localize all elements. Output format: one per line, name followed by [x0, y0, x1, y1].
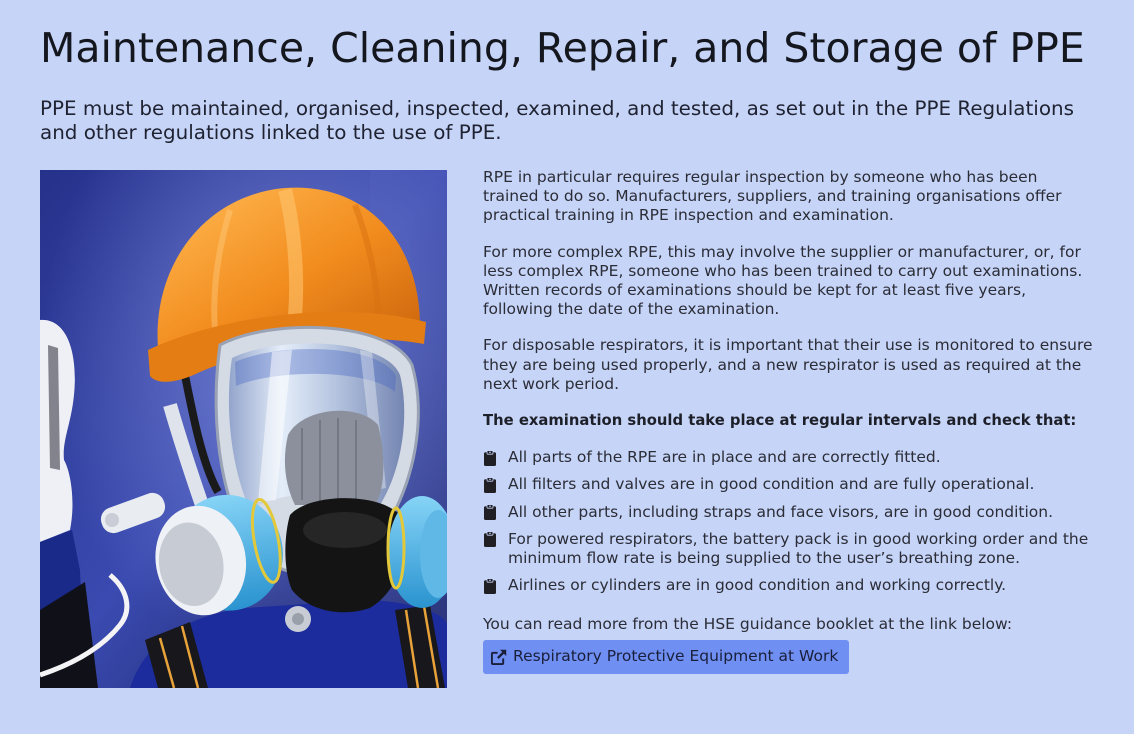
checklist-heading: The examination should take place at reg… [483, 412, 1077, 430]
page-subtitle: PPE must be maintained, organised, inspe… [40, 97, 1074, 144]
checklist-item: All other parts, including straps and fa… [483, 503, 1095, 522]
checklist-item: For powered respirators, the battery pac… [483, 530, 1095, 568]
paragraph-disposable-respirators: For disposable respirators, it is import… [483, 336, 1093, 393]
clipboard-icon [483, 475, 508, 494]
checklist-item-text: For powered respirators, the battery pac… [508, 529, 1089, 568]
paragraph-inspection-training: RPE in particular requires regular inspe… [483, 168, 1062, 225]
respirator-photo [40, 170, 447, 688]
rpe-guidance-link-button[interactable]: Respiratory Protective Equipment at Work [483, 640, 849, 675]
checklist-item-text: All parts of the RPE are in place and ar… [508, 448, 941, 467]
background-mannequin [40, 319, 98, 688]
checklist-item-text: All filters and valves are in good condi… [508, 475, 1035, 494]
paragraph-complex-rpe: For more complex RPE, this may involve t… [483, 242, 1083, 319]
clipboard-icon [483, 448, 508, 467]
left-filter-cartridge [155, 494, 283, 616]
exhalation-valve [285, 498, 405, 632]
clipboard-icon [483, 503, 508, 522]
main-content: RPE in particular requires regular inspe… [483, 168, 1095, 675]
clipboard-icon [483, 576, 508, 595]
checklist-item-text: Airlines or cylinders are in good condit… [508, 576, 1007, 595]
checklist-item: All parts of the RPE are in place and ar… [483, 448, 1095, 467]
checklist-item-text: All other parts, including straps and fa… [508, 502, 1054, 521]
clipboard-icon [483, 530, 508, 549]
rpe-guidance-link-label: Respiratory Protective Equipment at Work [513, 647, 839, 666]
checklist-item: Airlines or cylinders are in good condit… [483, 576, 1095, 595]
examination-checklist: All parts of the RPE are in place and ar… [483, 448, 1095, 595]
external-link-icon [491, 649, 508, 666]
respirator-photo-illustration [40, 170, 447, 688]
checklist-item: All filters and valves are in good condi… [483, 475, 1095, 494]
right-filter-cartridge [386, 496, 447, 608]
page-title: Maintenance, Cleaning, Repair, and Stora… [40, 24, 1085, 72]
more-info-text: You can read more from the HSE guidance … [483, 615, 1013, 634]
mannequin-torso [40, 573, 447, 688]
